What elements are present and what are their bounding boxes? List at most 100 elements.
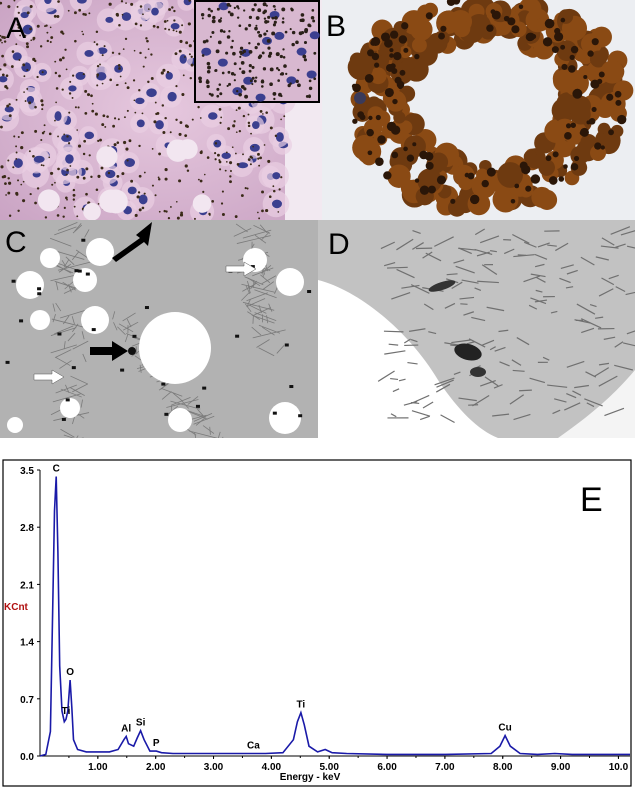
particle-dot: [264, 20, 268, 24]
panel-a-image: [0, 0, 322, 220]
particle-dot: [150, 53, 152, 55]
particle-dot: [87, 93, 90, 96]
particle-dot: [8, 182, 11, 185]
dark-granule: [586, 120, 590, 124]
particle-dot: [151, 77, 154, 80]
panel-a-micrograph: A: [0, 0, 322, 220]
particle-dot: [206, 85, 209, 88]
particle-dot: [234, 79, 236, 81]
particle-dot: [76, 129, 78, 131]
y-tick-label: 0.0: [20, 752, 34, 763]
dark-granule: [507, 17, 515, 25]
particle-dot: [96, 31, 98, 33]
particle-dot: [280, 55, 283, 58]
particle-dot: [157, 26, 160, 29]
particle-dot: [299, 31, 303, 35]
nucleus: [171, 23, 180, 29]
particle-dot: [222, 213, 225, 216]
particle-dot: [219, 92, 222, 95]
nucleus: [218, 59, 228, 67]
particle-dot: [83, 140, 86, 143]
dark-granule: [592, 38, 599, 45]
dark-granule: [426, 12, 433, 19]
dark-granule: [385, 88, 394, 97]
particle-dot: [37, 292, 41, 295]
nucleus: [54, 111, 61, 121]
particle-dot: [207, 14, 211, 18]
particle-dot: [227, 35, 231, 39]
dark-granule: [486, 25, 493, 32]
particle-dot: [212, 16, 215, 19]
particle-dot: [50, 36, 53, 39]
particle-dot: [85, 193, 88, 196]
particle-dot: [198, 77, 202, 81]
particle-dot: [140, 5, 143, 8]
particle-dot: [127, 159, 129, 161]
particle-dot: [252, 146, 254, 148]
particle-dot: [234, 62, 237, 65]
particle-dot: [239, 56, 241, 58]
particle-dot: [218, 40, 222, 44]
particle-dot: [101, 123, 104, 126]
particle-dot: [121, 172, 124, 175]
peak-label-o: O: [66, 667, 74, 678]
particle-dot: [153, 25, 156, 28]
particle-dot: [62, 88, 64, 90]
particle-dot: [74, 206, 76, 208]
dark-granule: [389, 48, 393, 52]
nucleus: [124, 158, 135, 167]
particle-dot: [51, 184, 53, 186]
dark-granule: [587, 50, 593, 56]
particle-dot: [18, 59, 20, 61]
particle-dot: [189, 53, 191, 55]
dark-granule: [391, 152, 398, 159]
particle-dot: [145, 57, 147, 59]
particle-dot: [216, 88, 219, 91]
dark-granule: [543, 37, 552, 46]
particle-dot: [49, 133, 52, 136]
particle-dot: [47, 40, 49, 42]
particle-dot: [101, 167, 104, 170]
particle-dot: [118, 118, 120, 120]
x-tick-label: 8.00: [493, 762, 513, 773]
particle-dot: [189, 44, 192, 47]
particle-dot: [218, 159, 220, 161]
particle-dot: [270, 68, 274, 72]
vacuole: [168, 408, 192, 432]
particle-dot: [281, 7, 285, 11]
particle-dot: [254, 80, 257, 83]
particle-dot: [74, 40, 77, 43]
vacuole: [60, 398, 80, 418]
particle-dot: [175, 119, 177, 121]
nucleus: [61, 134, 72, 142]
particle-dot: [108, 172, 110, 174]
particle-dot: [158, 152, 161, 155]
particle-dot: [88, 12, 90, 14]
dark-granule: [568, 65, 576, 73]
dark-granule: [575, 89, 579, 93]
particle-dot: [290, 28, 292, 30]
particle-dot: [26, 42, 29, 45]
particle-dot: [235, 335, 239, 338]
dark-granule: [563, 164, 568, 169]
nucleus: [307, 70, 317, 78]
particle-dot: [217, 8, 220, 11]
particle-dot: [200, 180, 203, 183]
dark-granule: [526, 33, 534, 41]
dark-granule: [570, 55, 575, 60]
particle-dot: [130, 3, 133, 6]
particle-dot: [114, 117, 116, 119]
dark-granule: [561, 18, 566, 23]
particle-dot: [206, 80, 210, 84]
particle-dot: [57, 214, 60, 217]
vacuole: [178, 139, 198, 159]
particle-dot: [261, 190, 264, 193]
particle-dot: [252, 77, 255, 80]
particle-dot: [22, 63, 25, 66]
vacuole: [40, 248, 60, 268]
particle-dot: [251, 66, 254, 69]
particle-dot: [142, 13, 144, 15]
particle-dot: [97, 175, 100, 178]
particle-dot: [279, 188, 281, 190]
particle-dot: [63, 134, 65, 136]
